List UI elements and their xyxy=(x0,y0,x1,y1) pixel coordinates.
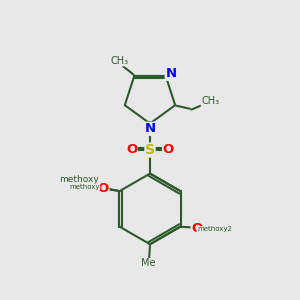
Text: methoxy2: methoxy2 xyxy=(197,226,232,232)
Text: O: O xyxy=(191,221,202,235)
Text: O: O xyxy=(163,143,174,157)
Text: O: O xyxy=(98,181,109,194)
Text: O: O xyxy=(126,143,137,157)
Text: methoxy: methoxy xyxy=(59,175,99,184)
Text: O: O xyxy=(98,182,109,195)
Text: S: S xyxy=(145,143,155,157)
Text: methoxy: methoxy xyxy=(69,184,100,190)
Text: CH₃: CH₃ xyxy=(201,96,219,106)
Text: N: N xyxy=(165,67,176,80)
Text: N: N xyxy=(144,122,156,135)
Text: CH₃: CH₃ xyxy=(111,56,129,66)
Text: Me: Me xyxy=(141,258,156,268)
